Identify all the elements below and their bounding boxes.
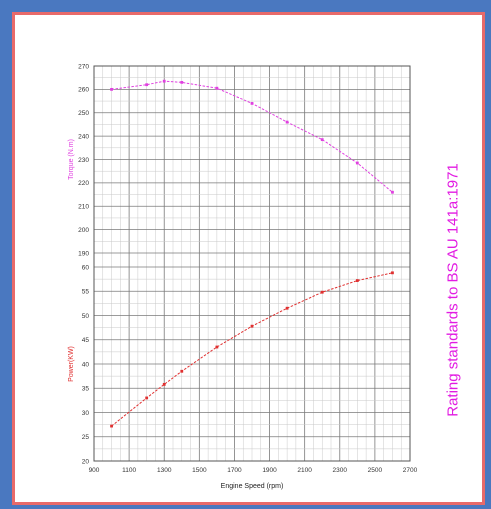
y-tick-label: 210 [78,204,89,211]
y-tick-label: 220 [78,180,89,187]
y-tick-label: 240 [78,133,89,140]
y-tick-label: 25 [82,434,90,441]
data-point [145,83,149,87]
x-tick-label: 2700 [403,467,418,474]
data-point [320,138,324,142]
data-point [391,190,394,194]
engine-performance-chart: 900 1100 1300 1500 1700 1900 2100 2300 2500 2700 1… [68,63,418,490]
data-point [320,290,324,294]
chart-frame: 900 1100 1300 1500 1700 1900 2100 2300 2500 2700 1… [12,12,485,505]
data-point [250,102,254,105]
x-tick-label: 2300 [333,467,348,474]
x-axis-title: Engine Speed (rpm) [221,483,284,490]
data-point [355,279,359,282]
y-tick-label: 250 [78,110,89,117]
data-point [145,396,149,400]
data-point [215,86,219,90]
y-tick-label: 230 [78,157,89,164]
y-axis-title: Torque (N.m) [68,139,75,180]
x-tick-label: 2500 [368,467,383,474]
y-tick-label: 40 [82,361,90,368]
x-tick-label: 2100 [297,467,312,474]
series-line [111,80,393,193]
x-tick-label: 1700 [227,467,242,474]
x-tick-label: 900 [89,467,100,474]
y-tick-label: 35 [82,386,90,393]
data-point [162,79,166,83]
data-point [250,324,254,328]
y-tick-label: 260 [78,87,89,94]
data-point [110,424,113,428]
data-point [180,80,184,84]
data-point [110,87,113,91]
data-point [355,161,359,165]
data-point [180,369,184,373]
y-tick-label: 270 [78,63,89,70]
x-tick-label: 1100 [122,467,136,474]
data-point [215,345,219,349]
data-point [285,306,289,310]
rating-standard-note: Rating standards to BS AU 141a:1971 [444,163,462,417]
y-tick-label: 20 [82,458,90,465]
y-tick-label: 30 [82,410,90,417]
y-tick-label: 55 [82,289,90,296]
data-point [162,382,166,386]
plot-border [93,65,411,462]
y-tick-label: 190 [78,250,89,257]
y-axis-title: Power(KW) [68,346,75,382]
y-tick-label: 60 [82,264,90,271]
data-point [285,120,289,124]
y-tick-label: 45 [82,337,90,344]
y-tick-label: 50 [82,313,90,320]
x-tick-label: 1300 [157,467,172,474]
data-point [391,271,394,275]
series-line [111,272,393,427]
x-tick-label: 1900 [262,467,277,474]
y-tick-label: 200 [78,227,89,234]
x-tick-label: 1500 [192,467,207,474]
